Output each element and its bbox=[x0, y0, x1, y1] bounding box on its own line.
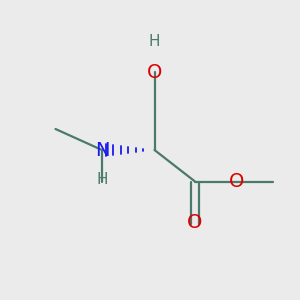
Text: O: O bbox=[147, 62, 162, 82]
Text: N: N bbox=[95, 140, 109, 160]
Text: O: O bbox=[229, 172, 245, 191]
Text: O: O bbox=[187, 212, 203, 232]
Text: H: H bbox=[96, 172, 108, 188]
Text: H: H bbox=[149, 34, 160, 50]
